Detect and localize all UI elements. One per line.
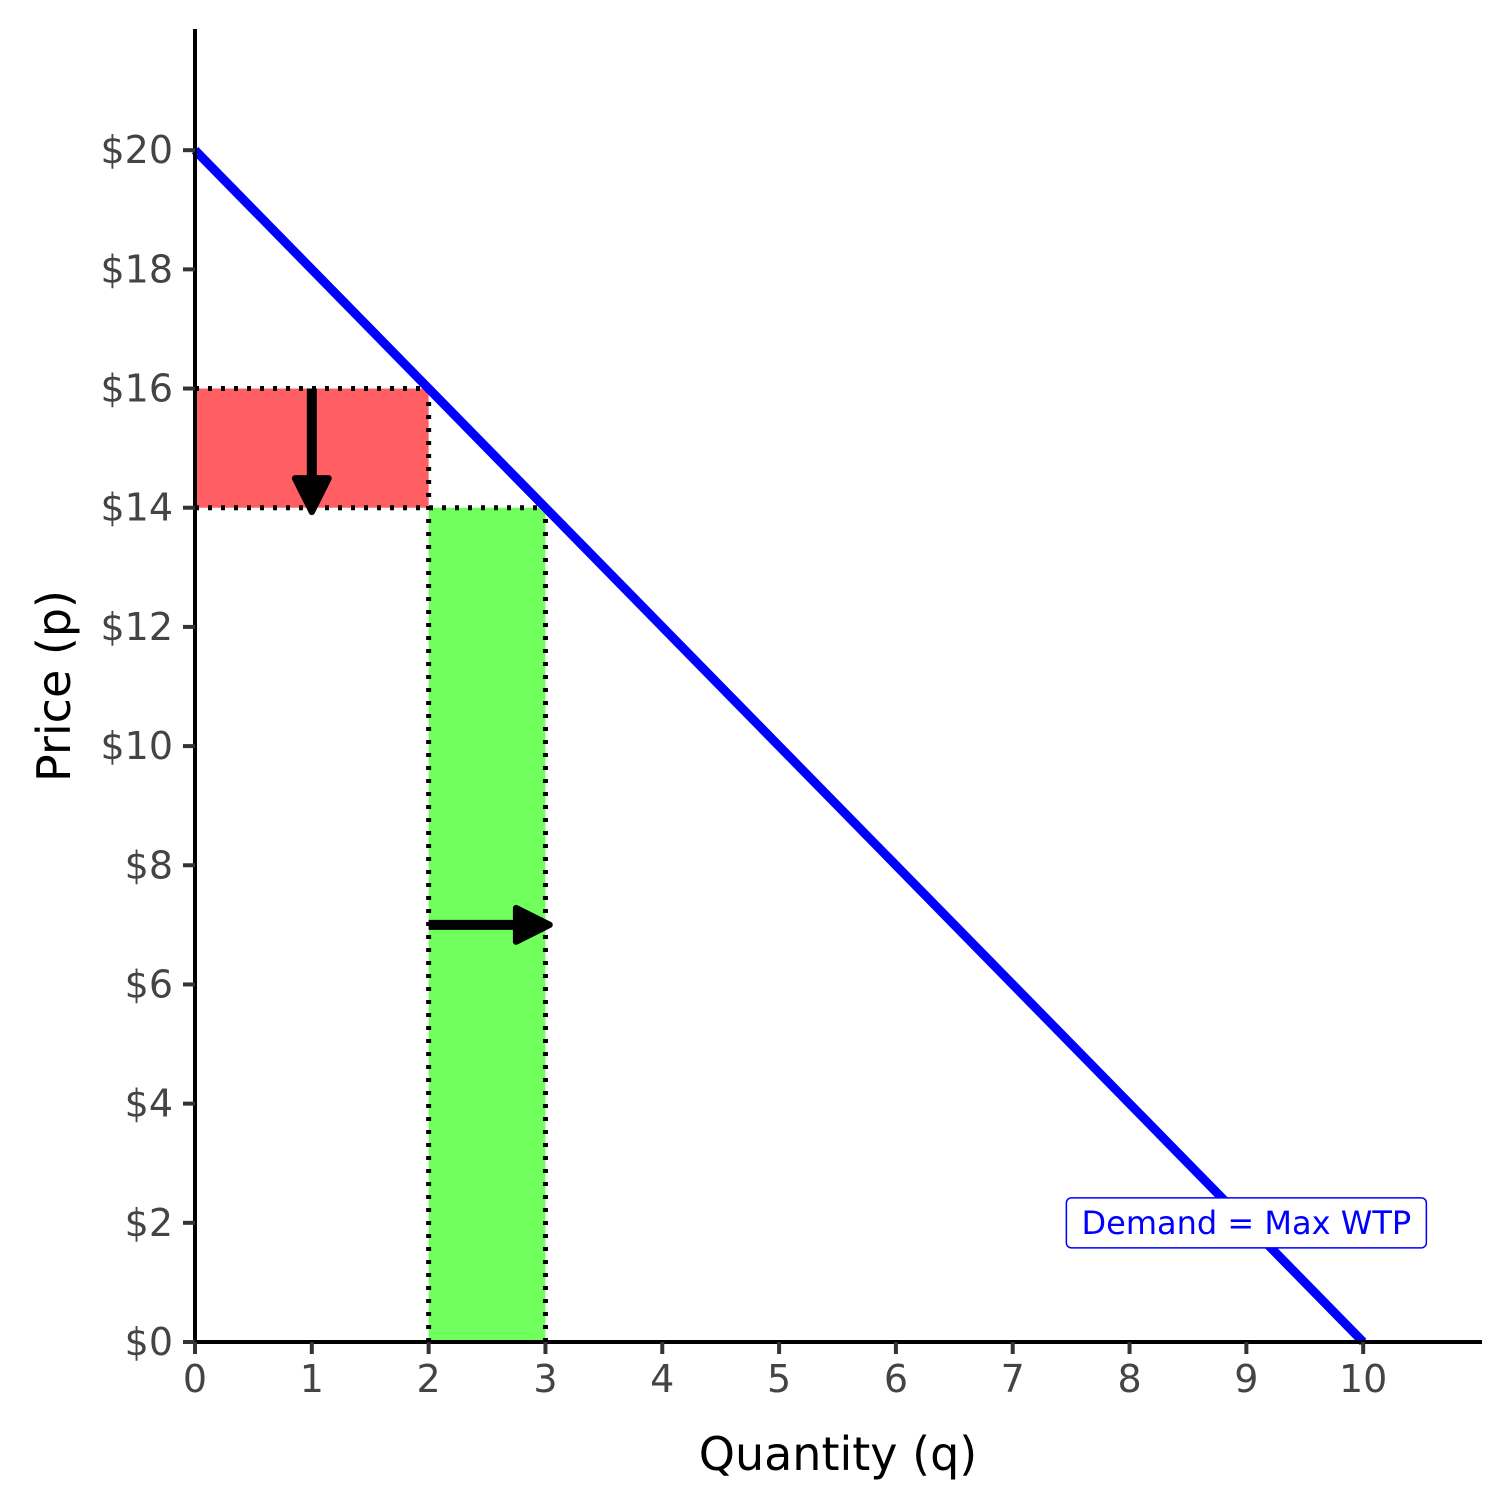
y-tick-label: $2 (125, 1201, 173, 1245)
x-tick-label: 4 (650, 1357, 674, 1401)
x-tick-label: 0 (183, 1357, 207, 1401)
y-tick-label: $14 (100, 486, 173, 530)
x-tick-label: 9 (1234, 1357, 1258, 1401)
y-axis-title: Price (p) (27, 590, 81, 782)
x-tick-label: 3 (533, 1357, 557, 1401)
y-tick-label: $10 (100, 724, 173, 768)
y-tick-label: $20 (100, 128, 173, 172)
y-tick-label: $16 (100, 367, 173, 411)
x-tick-label: 6 (884, 1357, 908, 1401)
x-tick-label: 10 (1339, 1357, 1387, 1401)
x-axis-title: Quantity (q) (699, 1427, 978, 1481)
demand-label: Demand = Max WTP (1065, 1197, 1428, 1249)
x-tick-label: 1 (300, 1357, 324, 1401)
x-tick-label: 7 (1001, 1357, 1025, 1401)
demand-label-box (1065, 1197, 1428, 1249)
x-tick-label: 8 (1117, 1357, 1141, 1401)
y-tick-label: $8 (125, 843, 173, 887)
x-tick-label: 2 (417, 1357, 441, 1401)
y-tick-label: $12 (100, 605, 173, 649)
y-tick-label: $0 (125, 1320, 173, 1364)
demand-label-text: Demand = Max WTP (1082, 1204, 1412, 1242)
demand-line (191, 147, 1367, 1346)
y-tick-label: $6 (125, 962, 173, 1006)
x-tick-label: 5 (767, 1357, 791, 1401)
y-tick-label: $18 (100, 247, 173, 291)
y-tick-label: $4 (125, 1082, 173, 1126)
